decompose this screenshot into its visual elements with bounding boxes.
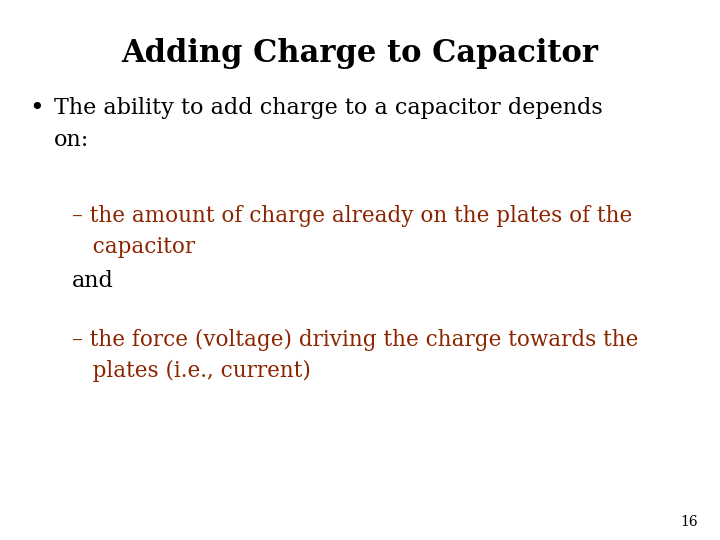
Text: – the force (voltage) driving the charge towards the
   plates (i.e., current): – the force (voltage) driving the charge… bbox=[72, 329, 639, 382]
Text: The ability to add charge to a capacitor depends
on:: The ability to add charge to a capacitor… bbox=[54, 97, 603, 151]
Text: 16: 16 bbox=[681, 515, 698, 529]
Text: and: and bbox=[72, 270, 114, 292]
Text: – the amount of charge already on the plates of the
   capacitor: – the amount of charge already on the pl… bbox=[72, 205, 632, 258]
Text: Adding Charge to Capacitor: Adding Charge to Capacitor bbox=[122, 38, 598, 69]
Text: •: • bbox=[29, 97, 43, 120]
